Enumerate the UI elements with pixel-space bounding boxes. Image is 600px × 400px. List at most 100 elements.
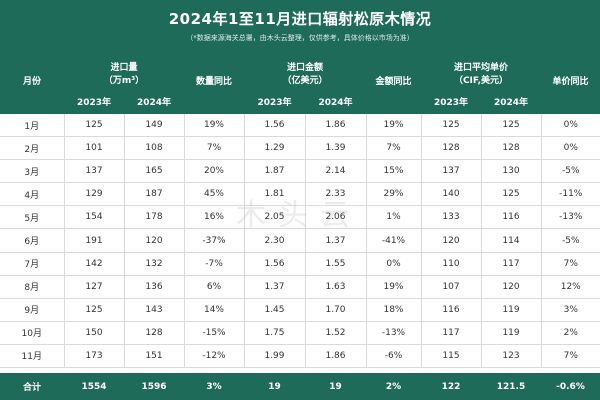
header-volume-2023: 2023年 [76, 98, 112, 108]
cell-volume-2024: 178 [124, 205, 185, 230]
cell-volume-yoy: 7% [184, 136, 245, 161]
header-price-unit: （CIF,美元） [453, 76, 509, 86]
cell-volume-2024: 151 [124, 344, 185, 369]
header-price-yoy: 单价同比 [552, 77, 589, 87]
cell-volume-yoy: -12% [184, 344, 245, 369]
total-price-2024: 121.5 [496, 381, 526, 392]
cell-month: 10月 [0, 321, 65, 345]
cell-month: 6月 [0, 228, 65, 253]
cell-amount-2023: 1.81 [244, 182, 306, 207]
cell-amount-yoy: 19% [366, 275, 422, 299]
cell-amount-2024: 1.70 [305, 298, 367, 322]
table-row: 2月 101 108 7% 1.29 1.39 7% 128 128 0% [0, 136, 600, 161]
total-volume-2024: 1596 [141, 381, 167, 392]
cell-volume-2024: 136 [124, 275, 185, 299]
table-row: 7月 142 132 -7% 1.56 1.55 0% 110 117 7% [0, 252, 600, 276]
source-note: （*数据来源海关总署，由木头云整理，仅供参考，具体价格以市场为准） [186, 34, 414, 42]
cell-amount-2023: 1.37 [244, 275, 306, 299]
cell-volume-yoy: -7% [184, 252, 245, 276]
cell-amount-2024: 1.86 [305, 114, 367, 138]
cell-volume-2024: 128 [124, 321, 185, 345]
cell-volume-2023: 101 [64, 136, 125, 161]
total-label: 合计 [22, 383, 41, 393]
cell-price-2023: 137 [421, 159, 482, 184]
total-row: 合计 1554 1596 3% 19 19 2% 122 121.5 -0.6% [0, 373, 600, 400]
cell-price-2023: 116 [421, 298, 482, 322]
cell-volume-yoy: 19% [184, 114, 245, 138]
header-volume-2024: 2024年 [136, 98, 172, 108]
cell-month: 11月 [0, 344, 65, 369]
table-row: 1月 125 149 19% 1.56 1.86 19% 125 125 0% [0, 114, 600, 138]
cell-price-yoy: 12% [541, 275, 600, 299]
cell-price-2024: 125 [481, 182, 542, 207]
table-row: 5月 154 178 16% 2.05 2.06 1% 133 116 -13% [0, 205, 600, 230]
cell-amount-yoy: -13% [366, 321, 422, 345]
cell-amount-yoy: 7% [366, 136, 422, 161]
cell-price-2023: 117 [421, 321, 482, 345]
header-price-2024: 2024年 [493, 98, 529, 108]
cell-volume-2023: 125 [64, 114, 125, 138]
cell-amount-2024: 2.14 [305, 159, 367, 184]
table-row: 11月 173 151 -12% 1.99 1.86 -6% 115 123 7… [0, 344, 600, 369]
cell-price-2024: 119 [481, 321, 542, 345]
cell-amount-2024: 1.55 [305, 252, 367, 276]
cell-price-2023: 140 [421, 182, 482, 207]
cell-amount-2024: 1.63 [305, 275, 367, 299]
table-header: 2024年1至11月进口辐射松原木情况 （*数据来源海关总署，由木头云整理，仅供… [0, 0, 600, 114]
header-price-2023: 2023年 [433, 98, 469, 108]
cell-price-yoy: 7% [541, 252, 600, 276]
table-row: 3月 137 165 20% 1.87 2.14 15% 137 130 -5% [0, 159, 600, 184]
table-row: 8月 127 136 6% 1.37 1.63 19% 107 120 12% [0, 275, 600, 299]
cell-amount-2023: 1.87 [244, 159, 306, 184]
cell-volume-2023: 173 [64, 344, 125, 369]
total-price-2023: 122 [441, 381, 461, 392]
cell-volume-yoy: 14% [184, 298, 245, 322]
cell-price-2023: 110 [421, 252, 482, 276]
cell-price-2024: 120 [481, 275, 542, 299]
cell-month: 3月 [0, 159, 65, 184]
cell-price-2023: 120 [421, 228, 482, 253]
cell-amount-yoy: -41% [366, 228, 422, 253]
cell-amount-yoy: -6% [366, 344, 422, 369]
cell-price-2023: 107 [421, 275, 482, 299]
cell-amount-2023: 1.29 [244, 136, 306, 161]
cell-volume-2023: 137 [64, 159, 125, 184]
data-table: 1月 125 149 19% 1.56 1.86 19% 125 125 0% … [0, 114, 600, 369]
page-title: 2024年1至11月进口辐射松原木情况 [168, 10, 432, 28]
cell-month: 1月 [0, 114, 65, 138]
cell-month: 2月 [0, 136, 65, 161]
cell-amount-2023: 1.45 [244, 298, 306, 322]
table-row: 9月 125 143 14% 1.45 1.70 18% 116 119 3% [0, 298, 600, 322]
cell-amount-yoy: 19% [366, 114, 422, 138]
cell-volume-2024: 132 [124, 252, 185, 276]
cell-price-2023: 128 [421, 136, 482, 161]
cell-amount-2023: 1.99 [244, 344, 306, 369]
cell-volume-yoy: -37% [184, 228, 245, 253]
cell-amount-2024: 1.52 [305, 321, 367, 345]
table-row: 6月 191 120 -37% 2.30 1.37 -41% 120 114 -… [0, 228, 600, 253]
cell-price-yoy: 2% [541, 321, 600, 345]
cell-amount-yoy: 18% [366, 298, 422, 322]
header-amount: 进口金额 [286, 63, 323, 73]
cell-amount-yoy: 15% [366, 159, 422, 184]
cell-volume-2023: 129 [64, 182, 125, 207]
cell-price-2024: 125 [481, 114, 542, 138]
cell-amount-2023: 2.30 [244, 228, 306, 253]
cell-volume-2023: 191 [64, 228, 125, 253]
total-volume-yoy: 3% [206, 381, 222, 392]
cell-amount-2023: 1.75 [244, 321, 306, 345]
cell-volume-2024: 187 [124, 182, 185, 207]
cell-price-2023: 115 [421, 344, 482, 369]
cell-price-2023: 133 [421, 205, 482, 230]
cell-price-2024: 114 [481, 228, 542, 253]
table-row: 4月 129 187 45% 1.81 2.33 29% 140 125 -11… [0, 182, 600, 207]
cell-month: 4月 [0, 182, 65, 207]
header-volume-unit: （万m³） [103, 76, 145, 86]
cell-price-2024: 119 [481, 298, 542, 322]
cell-price-yoy: -5% [541, 228, 600, 253]
cell-price-yoy: 7% [541, 344, 600, 369]
cell-volume-yoy: -15% [184, 321, 245, 345]
header-amount-2024: 2024年 [318, 98, 353, 108]
cell-volume-yoy: 16% [184, 205, 245, 230]
